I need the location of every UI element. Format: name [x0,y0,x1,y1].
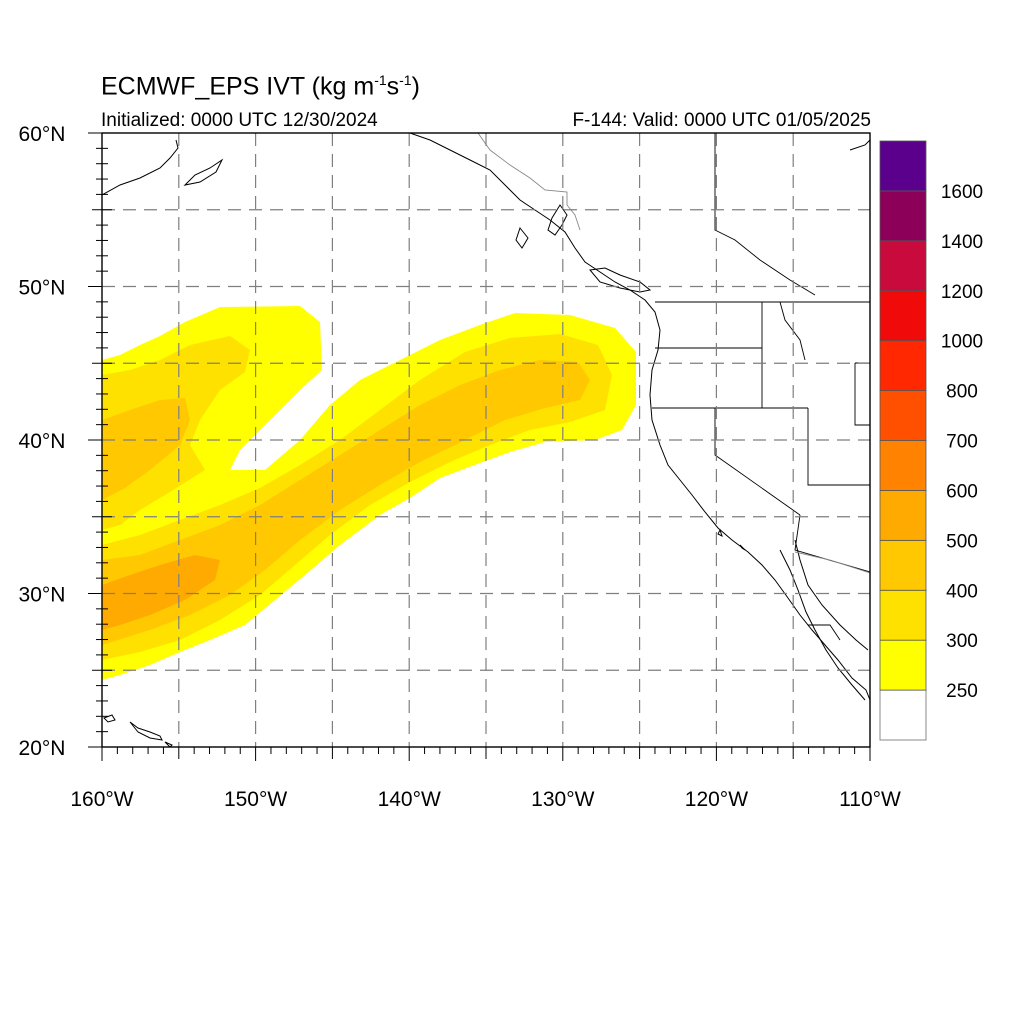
colorbar-segment [879,539,927,591]
colorbar-segment [879,240,927,292]
colorbar-segment [879,689,927,741]
colorbar-label: 800 [946,382,978,403]
national-border [477,133,870,574]
colorbar-segment [879,190,927,242]
lat-label: 60°N [19,123,66,146]
colorbar-segment [879,390,927,441]
colorbar-label: 1000 [941,332,983,353]
ivt-400-west [102,398,190,500]
ivt-500-core [102,555,220,630]
lon-label: 110°W [839,788,901,811]
colorbar-label: 300 [946,631,978,652]
axis-ticks [88,132,871,761]
lat-label: 50°N [19,277,66,300]
colorbar-segment [879,639,927,691]
colorbar-label: 1200 [941,282,983,303]
lon-label: 140°W [378,788,441,811]
colorbar-segment [879,440,927,491]
colorbar-segment [879,589,927,641]
colorbar-label: 700 [946,432,978,453]
colorbar: 1600 1400 1200 1000 800 700 600 500 400 300 250 [879,140,983,741]
colorbar-segment [879,290,927,342]
grid-lines [102,133,870,747]
colorbar-label: 400 [946,581,978,602]
ivt-shading [102,306,636,680]
colorbar-label: 1400 [941,232,983,253]
colorbar-segment [879,140,927,192]
lon-label: 130°W [531,788,594,811]
colorbar-label: 500 [946,531,978,552]
colorbar-label: 600 [946,481,978,502]
lat-label: 30°N [19,584,66,607]
colorbar-label: 250 [946,681,978,702]
colorbar-segment [879,340,927,391]
axis-labels: 160°W 150°W 140°W 130°W 120°W 110°W 60°N 50°N 40… [19,123,901,811]
initialized-label: Initialized: 0000 UTC 12/30/2024 [101,110,378,131]
lon-label: 150°W [224,788,287,811]
chart-title: ECMWF_EPS IVT (kg m-1s-1) [101,72,420,101]
lon-label: 120°W [685,788,748,811]
ivt-400-region [102,360,590,645]
colorbar-label: 1600 [941,182,983,203]
valid-time-label: F-144: Valid: 0000 UTC 01/05/2025 [572,110,871,131]
lon-label: 160°W [70,788,133,811]
lat-label: 40°N [19,430,66,453]
lat-label: 20°N [19,737,66,760]
colorbar-segment [879,490,927,541]
